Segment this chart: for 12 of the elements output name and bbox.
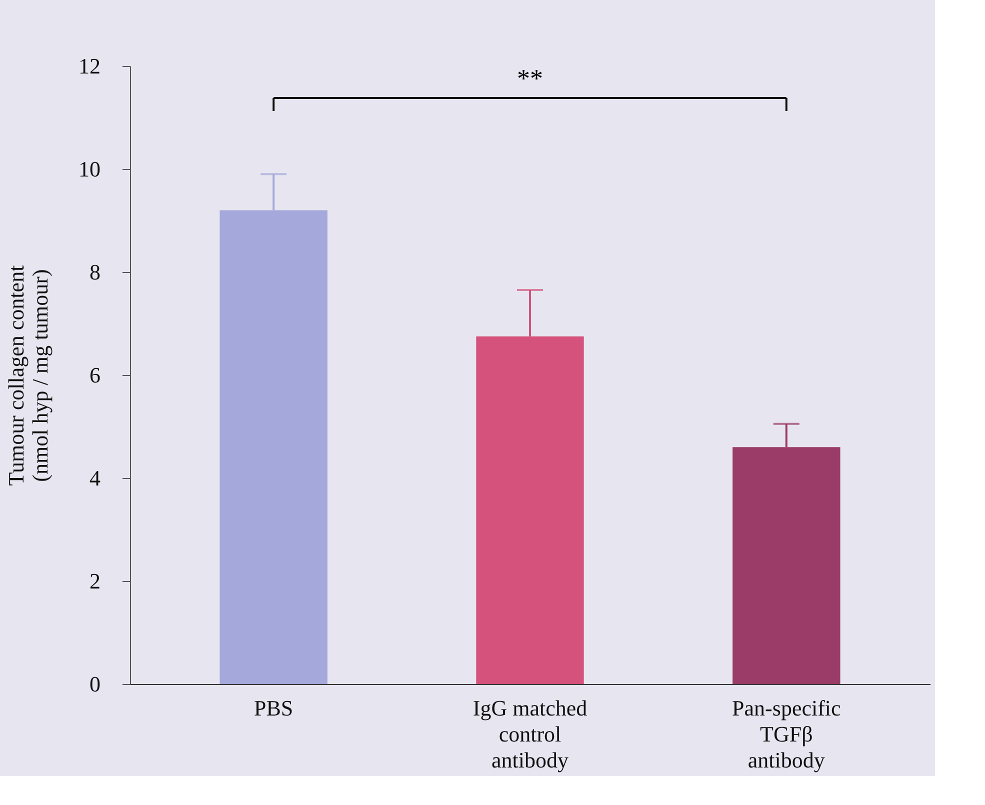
y-tick-label: 6 [90, 362, 100, 388]
y-tick-label: 10 [78, 156, 100, 182]
annotation: ** [517, 64, 543, 93]
y-tick-label: 12 [78, 54, 100, 78]
y-tick-label: 8 [90, 260, 100, 284]
y-tick-label: 0 [90, 672, 100, 696]
y-axis-title: Tumour collagen content (nmol hyp / mg tumour) [4, 265, 52, 486]
x-tick-label: Pan-specific TGFβ antibody [732, 696, 842, 772]
y-tick-label: 4 [90, 466, 100, 490]
x-tick-label: IgG matched control antibody [472, 696, 588, 772]
y-tick-label: 2 [90, 568, 100, 594]
x-tick-label: PBS [254, 696, 294, 720]
